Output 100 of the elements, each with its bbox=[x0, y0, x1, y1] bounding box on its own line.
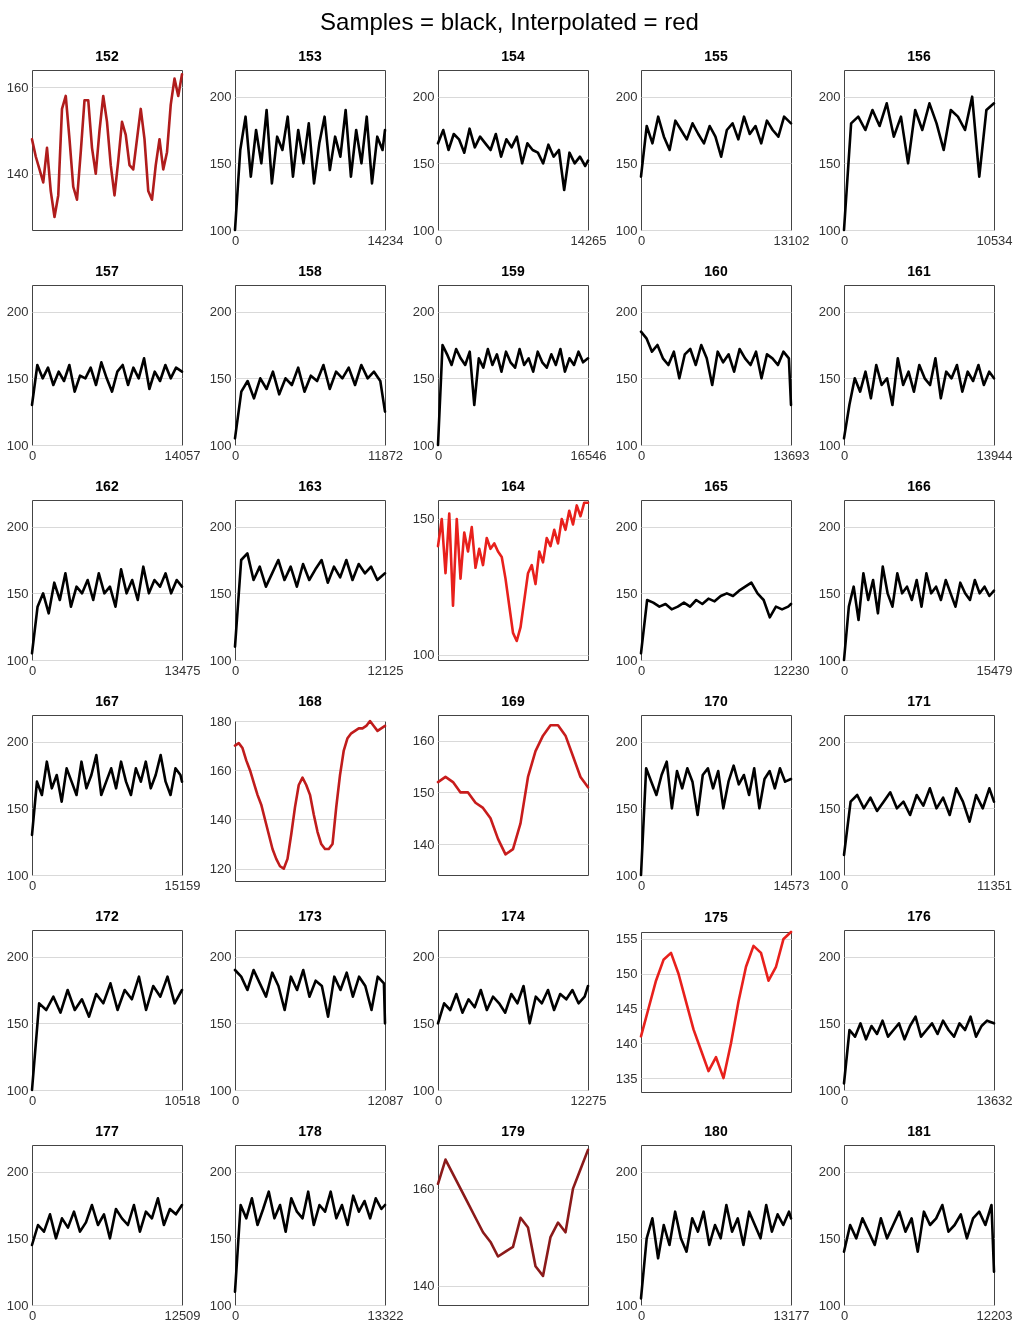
line-series bbox=[30, 975, 184, 1092]
x-tick-label: 0 bbox=[637, 1307, 646, 1323]
y-tick-label: 160 bbox=[412, 733, 435, 749]
y-tick-label: 100 bbox=[615, 1297, 638, 1313]
y-tick-label: 135 bbox=[615, 1070, 638, 1086]
y-tick-label: 100 bbox=[615, 222, 638, 238]
x-tick-label: 0 bbox=[28, 1307, 37, 1323]
y-tick-label: 150 bbox=[209, 1015, 232, 1031]
y-tick-label: 140 bbox=[412, 1278, 435, 1294]
line-series bbox=[842, 787, 996, 857]
line-series bbox=[842, 1015, 996, 1085]
chart-title: 157 bbox=[95, 263, 119, 279]
y-tick-label: 140 bbox=[412, 836, 435, 852]
y-tick-label: 180 bbox=[209, 713, 232, 729]
y-tick-label: 100 bbox=[818, 1082, 841, 1098]
x-tick-label: 13102 bbox=[773, 232, 810, 248]
line-series bbox=[233, 363, 387, 440]
y-tick-label: 200 bbox=[6, 734, 29, 750]
x-tick-label: 12230 bbox=[773, 662, 810, 678]
line-series bbox=[639, 760, 793, 877]
x-tick-label: 0 bbox=[840, 1092, 849, 1108]
y-tick-label: 150 bbox=[209, 585, 232, 601]
y-tick-label: 100 bbox=[6, 1297, 29, 1313]
line-series bbox=[639, 581, 793, 655]
line-series bbox=[842, 357, 996, 440]
y-tick-label: 100 bbox=[6, 437, 29, 453]
y-tick-label: 100 bbox=[412, 437, 435, 453]
x-tick-label: 14234 bbox=[367, 232, 404, 248]
x-tick-label: 11351 bbox=[976, 877, 1013, 893]
x-tick-label: 0 bbox=[28, 1092, 37, 1108]
x-tick-label: 12087 bbox=[367, 1092, 404, 1108]
y-tick-label: 160 bbox=[209, 762, 232, 778]
y-tick-label: 200 bbox=[209, 304, 232, 320]
x-tick-label: 0 bbox=[637, 447, 646, 463]
line-series bbox=[436, 1148, 590, 1278]
y-tick-label: 200 bbox=[615, 734, 638, 750]
y-tick-label: 160 bbox=[6, 79, 29, 95]
line-series bbox=[233, 108, 387, 232]
line-series bbox=[639, 330, 793, 407]
y-tick-label: 200 bbox=[615, 1164, 638, 1180]
y-tick-label: 100 bbox=[6, 652, 29, 668]
text: Samples = black, Interpolated = red bbox=[319, 8, 700, 36]
x-tick-label: 0 bbox=[28, 662, 37, 678]
x-tick-label: 0 bbox=[28, 447, 37, 463]
y-tick-label: 145 bbox=[615, 1001, 638, 1017]
line-series bbox=[436, 724, 590, 856]
x-tick-label: 0 bbox=[434, 232, 443, 248]
x-tick-label: 0 bbox=[434, 1092, 443, 1108]
chart-title: 169 bbox=[501, 693, 525, 709]
line-series bbox=[233, 552, 387, 648]
y-tick-label: 200 bbox=[412, 949, 435, 965]
chart-title: 167 bbox=[95, 693, 119, 709]
x-tick-label: 0 bbox=[28, 877, 37, 893]
y-tick-label: 150 bbox=[6, 1230, 29, 1246]
y-tick-label: 200 bbox=[615, 89, 638, 105]
x-tick-label: 14573 bbox=[773, 877, 810, 893]
line-series bbox=[30, 565, 184, 655]
line-series bbox=[30, 73, 184, 219]
y-tick-label: 150 bbox=[818, 370, 841, 386]
y-tick-label: 150 bbox=[818, 800, 841, 816]
y-tick-label: 100 bbox=[615, 652, 638, 668]
line-series bbox=[436, 343, 590, 447]
x-tick-label: 11872 bbox=[367, 447, 404, 463]
x-tick-label: 0 bbox=[840, 662, 849, 678]
chart-title: 178 bbox=[298, 1123, 322, 1139]
chart-title: 165 bbox=[704, 478, 728, 494]
chart-title: 153 bbox=[298, 48, 322, 64]
line-series bbox=[436, 501, 590, 643]
y-tick-label: 100 bbox=[615, 437, 638, 453]
chart-title: 180 bbox=[704, 1123, 728, 1139]
chart-title: 154 bbox=[501, 48, 525, 64]
y-tick-label: 160 bbox=[412, 1181, 435, 1197]
y-tick-label: 100 bbox=[209, 437, 232, 453]
y-tick-label: 200 bbox=[6, 1164, 29, 1180]
x-tick-label: 14057 bbox=[164, 447, 201, 463]
y-tick-label: 100 bbox=[818, 437, 841, 453]
chart-title: 170 bbox=[704, 693, 728, 709]
y-tick-label: 200 bbox=[615, 519, 638, 535]
x-tick-label: 0 bbox=[840, 877, 849, 893]
x-tick-label: 13944 bbox=[976, 447, 1013, 463]
y-tick-label: 200 bbox=[6, 304, 29, 320]
x-tick-label: 0 bbox=[637, 232, 646, 248]
x-tick-label: 15159 bbox=[164, 877, 201, 893]
y-tick-label: 100 bbox=[615, 867, 638, 883]
y-tick-label: 200 bbox=[412, 304, 435, 320]
chart-title: 175 bbox=[704, 908, 728, 925]
y-tick-label: 150 bbox=[615, 155, 638, 171]
chart-title: 172 bbox=[95, 908, 119, 924]
x-tick-label: 12275 bbox=[570, 1092, 607, 1108]
x-tick-label: 13322 bbox=[367, 1307, 404, 1323]
y-tick-label: 150 bbox=[818, 585, 841, 601]
x-tick-label: 0 bbox=[840, 1307, 849, 1323]
y-tick-label: 120 bbox=[209, 861, 232, 877]
line-series bbox=[639, 115, 793, 178]
chart-title: 163 bbox=[298, 478, 322, 494]
y-tick-label: 140 bbox=[615, 1035, 638, 1051]
y-tick-label: 100 bbox=[209, 1082, 232, 1098]
chart-title: 176 bbox=[907, 908, 931, 924]
chart-title: 173 bbox=[298, 908, 322, 924]
x-tick-label: 0 bbox=[231, 1307, 240, 1323]
